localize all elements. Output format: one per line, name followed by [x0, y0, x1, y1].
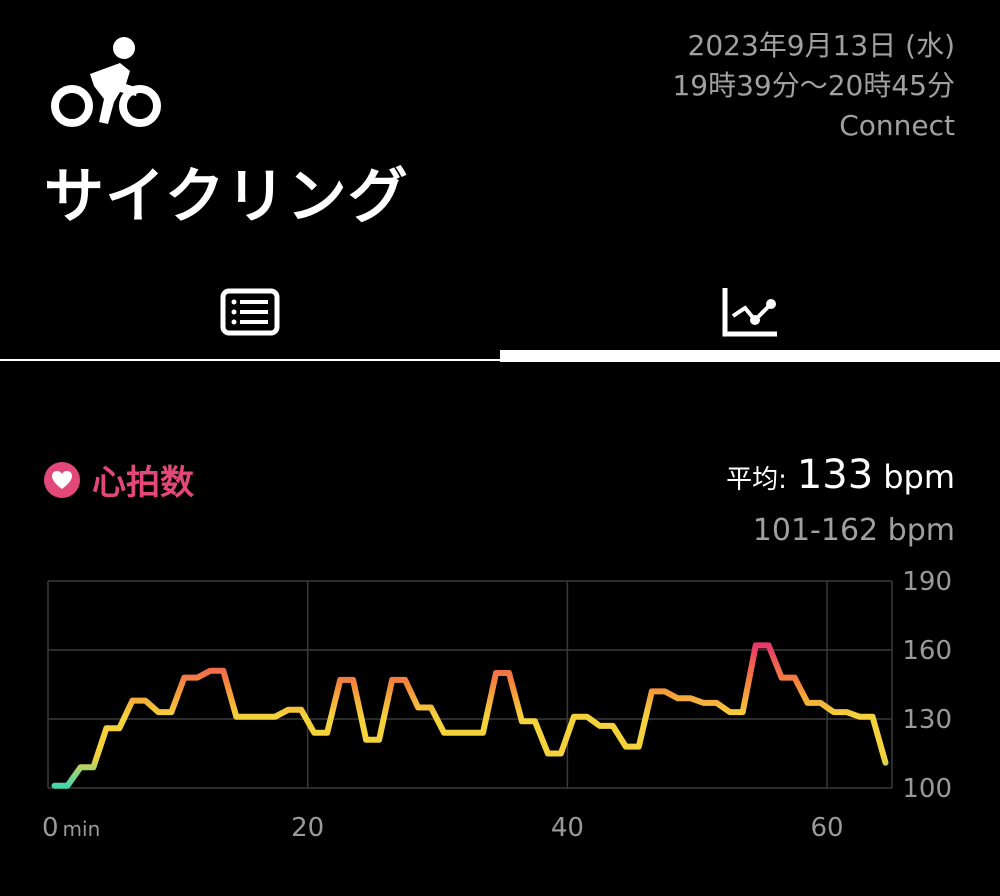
- average-value: 133: [796, 452, 874, 498]
- activity-title: サイクリング: [44, 162, 409, 232]
- heart-rate-line: [51, 642, 889, 789]
- tab-bar: [0, 262, 1000, 366]
- cycling-icon: [51, 37, 161, 127]
- y-tick-label: 190: [902, 567, 952, 597]
- chart-series: [51, 642, 889, 789]
- y-tick-label: 130: [902, 705, 952, 735]
- heart-rate-header: 心拍数: [44, 455, 194, 504]
- tab-underline-charts: [500, 350, 1000, 362]
- activity-header: サイクリング 2023年9月13日 (水) 19時39分〜20時45分 Conn…: [0, 0, 1000, 250]
- tab-charts[interactable]: [500, 262, 1000, 362]
- activity-date: 2023年9月13日 (水): [687, 29, 955, 62]
- list-icon: [220, 288, 280, 336]
- activity-time-range: 19時39分〜20時45分: [672, 69, 955, 102]
- heart-rate-average: 平均: 133 bpm: [726, 452, 955, 498]
- heart-rate-label: 心拍数: [92, 463, 194, 503]
- y-tick-label: 100: [902, 774, 952, 804]
- chart-labels: 190 160 130 100 0 min 20 40 60: [42, 567, 952, 843]
- heart-rate-range: 101-162 bpm: [752, 513, 955, 548]
- chart-grid: [47, 580, 893, 789]
- tab-summary[interactable]: [0, 262, 500, 362]
- average-label: 平均:: [726, 465, 787, 495]
- tab-underline-summary: [0, 359, 500, 361]
- x-tick-label: 0 min: [42, 813, 100, 843]
- x-tick-label: 20: [291, 813, 324, 843]
- x-unit-label: min: [63, 817, 101, 841]
- heart-rate-chart: 190 160 130 100 0 min 20 40 60: [42, 567, 952, 843]
- chart-icon: [722, 288, 777, 337]
- activity-meta: 2023年9月13日 (水) 19時39分〜20時45分 Connect: [672, 26, 955, 146]
- x-tick-label: 40: [551, 813, 584, 843]
- heart-icon: [44, 461, 80, 498]
- y-tick-label: 160: [902, 636, 952, 666]
- average-unit: bpm: [883, 458, 955, 496]
- x-tick-label: 60: [811, 813, 844, 843]
- activity-source: Connect: [839, 109, 955, 142]
